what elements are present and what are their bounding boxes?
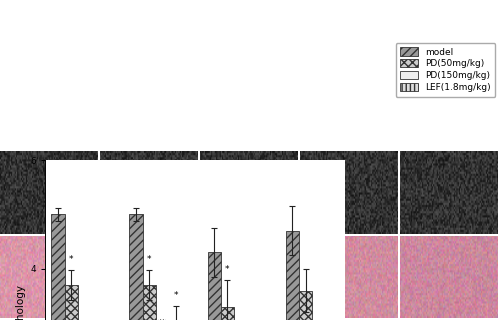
Bar <box>142 285 156 320</box>
Bar <box>64 285 78 320</box>
Text: *: * <box>174 291 178 300</box>
Bar <box>208 252 221 320</box>
Bar <box>299 291 312 320</box>
Bar <box>130 214 142 320</box>
Bar <box>221 307 234 320</box>
Text: **: ** <box>158 318 167 320</box>
Text: *: * <box>69 255 73 264</box>
Text: *: * <box>225 265 230 274</box>
Legend: model, PD(50mg/kg), PD(150mg/kg), LEF(1.8mg/kg): model, PD(50mg/kg), PD(150mg/kg), LEF(1.… <box>396 43 496 97</box>
Text: *: * <box>147 255 152 264</box>
Bar <box>286 231 299 320</box>
Bar <box>52 214 64 320</box>
Y-axis label: Histopathology: Histopathology <box>14 284 24 320</box>
